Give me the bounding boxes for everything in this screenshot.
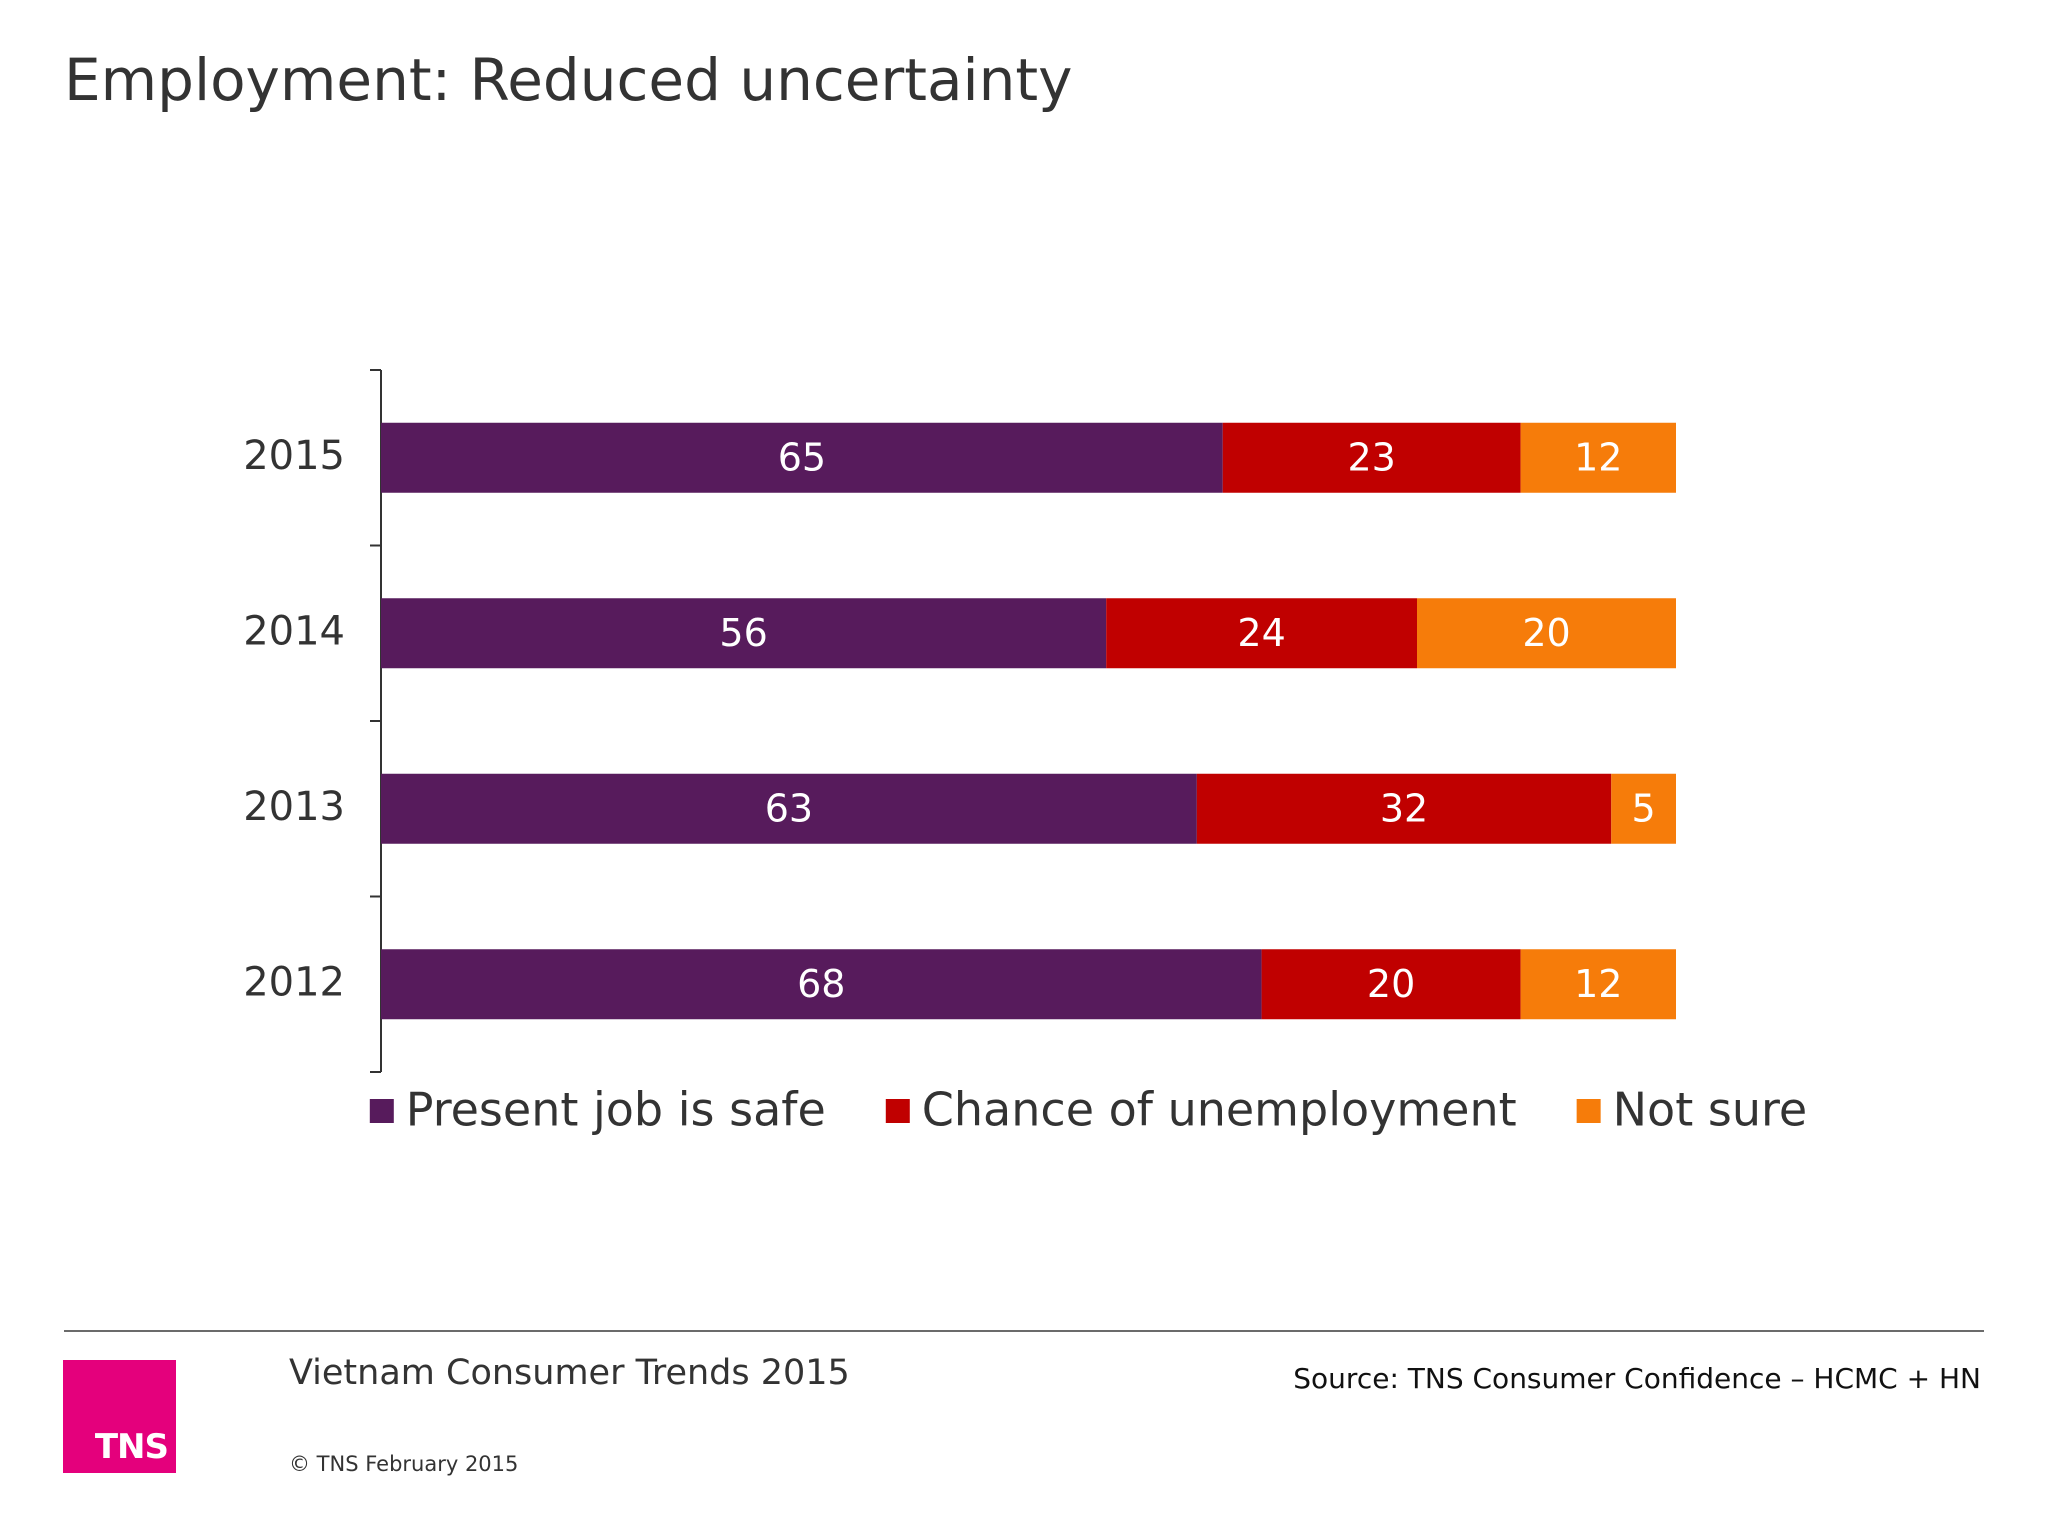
category-label: 2014 xyxy=(243,608,345,654)
bar-segment xyxy=(1520,422,1676,493)
data-label: 32 xyxy=(1380,786,1428,830)
bar-segment xyxy=(1261,949,1521,1020)
bar-segment xyxy=(381,422,1223,493)
legend-swatch xyxy=(885,1099,910,1123)
data-label: 20 xyxy=(1367,962,1415,1006)
legend-label: Present job is safe xyxy=(406,1083,826,1137)
footer-divider xyxy=(64,1330,1984,1332)
bar-segment xyxy=(1611,773,1676,844)
bar-segment xyxy=(1106,598,1417,669)
source-note: Source: TNS Consumer Confidence – HCMC +… xyxy=(1293,1362,1981,1395)
legend-label: Not sure xyxy=(1613,1083,1808,1137)
legend-label: Chance of unemployment xyxy=(922,1083,1517,1137)
category-label: 2013 xyxy=(243,784,345,830)
legend-item: Present job is safe xyxy=(369,1083,826,1137)
legend-swatch xyxy=(369,1099,394,1123)
data-label: 65 xyxy=(778,435,826,479)
data-label: 63 xyxy=(765,786,813,830)
bar-segment xyxy=(381,598,1107,669)
data-label: 20 xyxy=(1522,611,1570,655)
slide-title: Employment: Reduced uncertainty xyxy=(64,46,1073,114)
bar-segment xyxy=(1417,598,1676,669)
bar-segment xyxy=(1520,949,1676,1020)
data-label: 23 xyxy=(1347,435,1395,479)
report-title: Vietnam Consumer Trends 2015 xyxy=(289,1353,850,1393)
bar-segment xyxy=(381,949,1262,1020)
legend-swatch xyxy=(1576,1099,1601,1123)
legend-item: Chance of unemployment xyxy=(885,1083,1517,1137)
bar-segment xyxy=(381,773,1197,844)
data-label: 24 xyxy=(1237,611,1285,655)
bar-segment xyxy=(1196,773,1612,844)
data-label: 12 xyxy=(1574,962,1622,1006)
legend-item: Not sure xyxy=(1576,1083,1808,1137)
category-label: 2012 xyxy=(243,959,345,1005)
tns-logo: TNS xyxy=(63,1360,176,1473)
data-label: 12 xyxy=(1574,435,1622,479)
data-label: 56 xyxy=(719,611,767,655)
bar-segment xyxy=(1222,422,1521,493)
data-label: 5 xyxy=(1632,786,1656,830)
tns-logo-text: TNS xyxy=(94,1427,169,1467)
copyright-note: © TNS February 2015 xyxy=(289,1452,519,1476)
data-label: 68 xyxy=(797,962,845,1006)
category-label: 2015 xyxy=(243,433,345,479)
